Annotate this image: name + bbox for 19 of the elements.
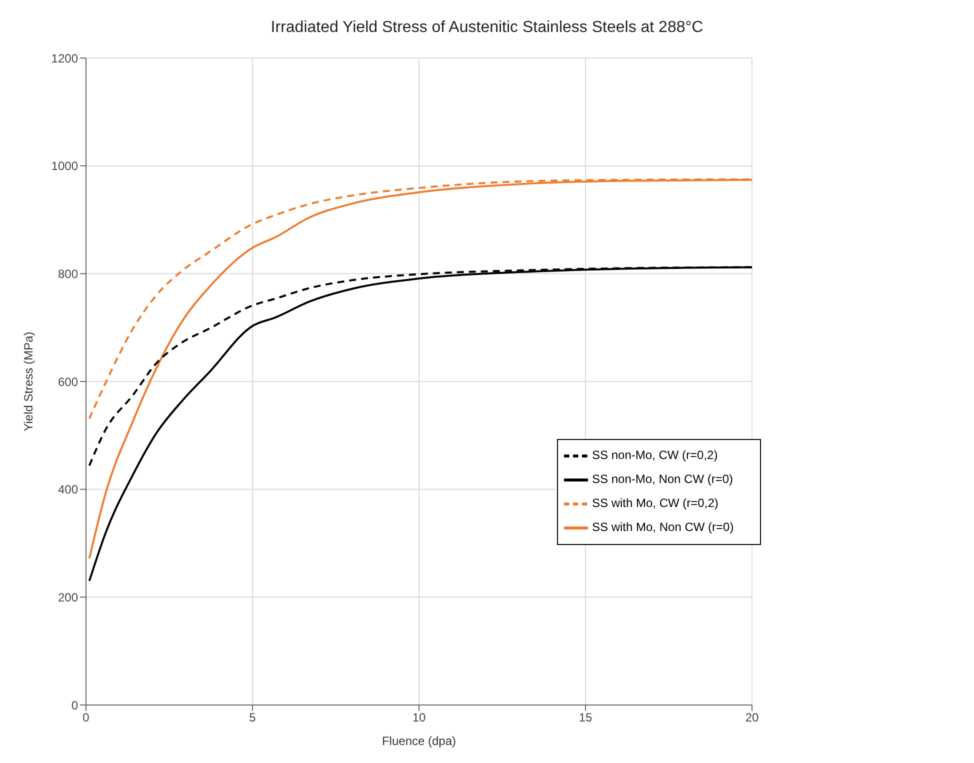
- chart-title: Irradiated Yield Stress of Austenitic Stainless Steels at 288°C: [270, 18, 704, 38]
- y-axis-title: Yield Stress (MPa): [21, 332, 36, 432]
- legend-label: SS non-Mo, CW (r=0,2): [592, 448, 718, 462]
- y-tick-label: 1000: [51, 159, 78, 174]
- x-tick-label: 20: [745, 710, 759, 725]
- y-tick-label: 400: [58, 482, 78, 497]
- y-tick-label: 200: [58, 590, 78, 604]
- x-tick-label: 15: [578, 710, 592, 725]
- legend-label: SS non-Mo, Non CW (r=0): [592, 472, 734, 486]
- x-axis-title: Fluence (dpa): [382, 734, 456, 748]
- legend-label: SS with Mo, Non CW (r=0): [592, 520, 734, 534]
- x-tick-label: 10: [412, 710, 426, 725]
- y-tick-label: 0: [71, 698, 78, 712]
- legend-label: SS with Mo, CW (r=0,2): [592, 496, 718, 510]
- y-tick-label: 1200: [51, 51, 78, 66]
- y-tick-label: 800: [58, 266, 78, 281]
- x-tick-label: 5: [249, 710, 256, 725]
- x-tick-label: 0: [82, 710, 90, 725]
- y-tick-label: 600: [58, 374, 78, 389]
